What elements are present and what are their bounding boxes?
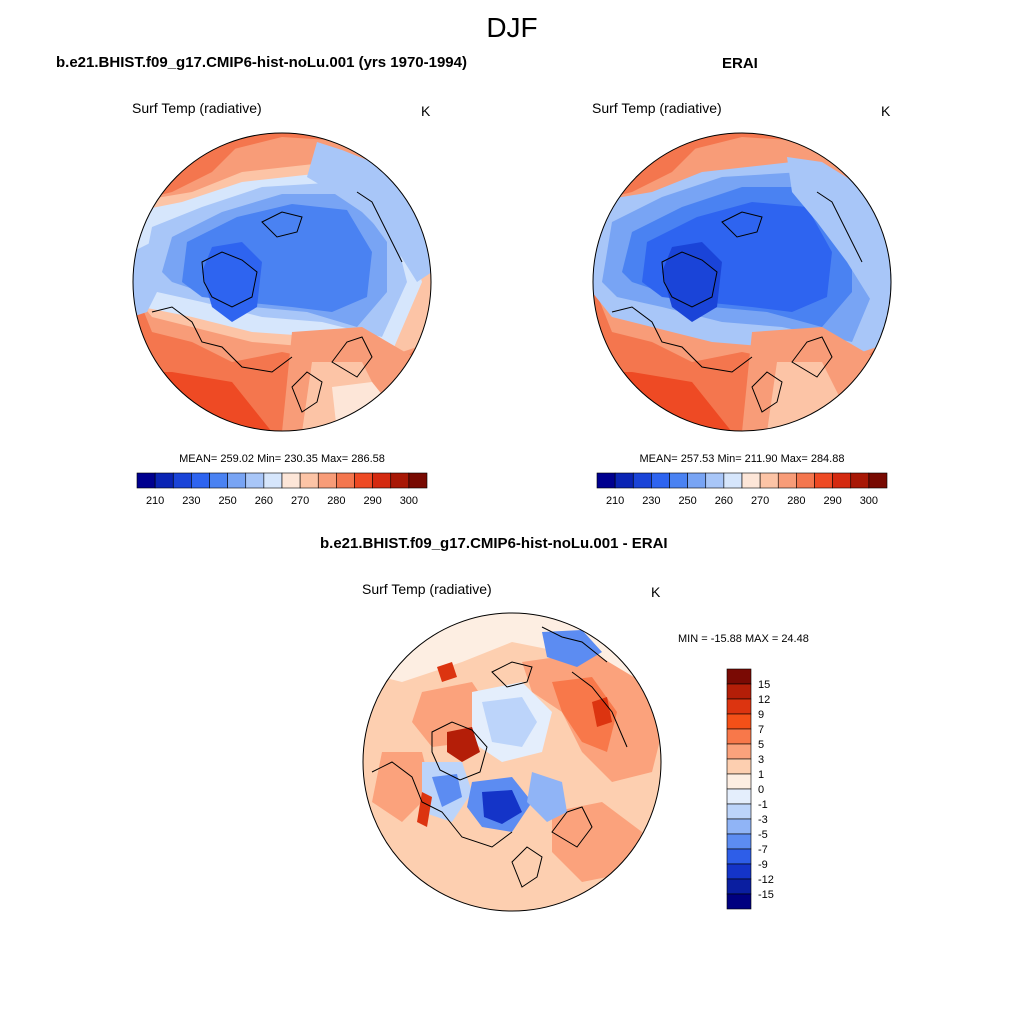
- panel-2-colorbar-tick-label: 250: [678, 495, 696, 507]
- panel-1-colorbar-tick-label: 270: [291, 495, 309, 507]
- panel-2-stats: MEAN= 257.53 Min= 211.90 Max= 284.88: [639, 453, 845, 465]
- panel-2-colorbar-tick-label: 300: [860, 495, 878, 507]
- panel-3-colorbar-swatch: [726, 893, 752, 910]
- panel-3-colorbar-tick-label: -15: [758, 889, 774, 901]
- panel-3-colorbar-swatch: [726, 863, 752, 880]
- panel-1-colorbar: 210 230 250 260 270 280 290 300: [136, 472, 428, 507]
- panel-2-colorbar-tick-label: 290: [823, 495, 841, 507]
- panel-3-colorbar-tick-label: -9: [758, 859, 768, 871]
- panel-1-colorbar-tick-label: 280: [327, 495, 345, 507]
- panel-2-colorbar-swatch: [777, 472, 797, 489]
- panel-2-colorbar-tick-label: 270: [751, 495, 769, 507]
- panel-2-colorbar-swatch: [759, 472, 779, 489]
- panel-3-polar-map: [362, 612, 662, 912]
- panel-3-colorbar-tick-label: 9: [758, 709, 764, 721]
- panel-2-colorbar-swatch: [669, 472, 688, 489]
- panel-3-colorbar-swatch: [726, 803, 752, 820]
- panel-2-colorbar-swatch: [796, 472, 815, 489]
- panel-2-colorbar-swatch: [814, 472, 833, 489]
- panel-1-colorbar-swatch: [317, 472, 337, 489]
- panel-1-variable: Surf Temp (radiative): [132, 100, 262, 116]
- panel-2-colorbar-swatch: [705, 472, 725, 489]
- panel-3-colorbar-tick-label: 0: [758, 784, 764, 796]
- panel-3-colorbar-swatch: [726, 848, 752, 865]
- figure-title: DJF: [486, 12, 538, 43]
- panel-2-colorbar: 210 230 250 260 270 280 290 300: [596, 472, 888, 507]
- panel-3-colorbar-tick-label: 7: [758, 724, 764, 736]
- panel-3-colorbar-swatch: [726, 878, 752, 895]
- panel-1-colorbar-swatch: [245, 472, 265, 489]
- panel-2-colorbar-swatch: [651, 472, 670, 489]
- panel-3-colorbar-swatch: [726, 773, 752, 790]
- panel-2-title: ERAI: [722, 55, 758, 72]
- panel-3-colorbar-tick-label: 15: [758, 679, 770, 691]
- panel-1-colorbar-swatch: [336, 472, 355, 489]
- panel-1-colorbar-tick-label: 300: [400, 495, 418, 507]
- panel-1-colorbar-tick-label: 290: [363, 495, 381, 507]
- panel-2-polar-map: [592, 132, 892, 432]
- panel-3-colorbar-tick-label: -1: [758, 799, 768, 811]
- panel-3-variable: Surf Temp (radiative): [362, 581, 492, 597]
- panel-2-colorbar-tick-label: 260: [715, 495, 733, 507]
- panel-1-units: K: [421, 103, 431, 119]
- panel-2-colorbar-swatch: [723, 472, 743, 489]
- panel-3-colorbar-tick-label: -3: [758, 814, 768, 826]
- panel-1-polar-map: [132, 132, 432, 432]
- panel-1-colorbar-swatch: [209, 472, 228, 489]
- panel-1-colorbar-swatch: [136, 472, 156, 489]
- panel-1-colorbar-swatch: [408, 472, 428, 489]
- panel-3-colorbar-tick-label: 1: [758, 769, 764, 781]
- panel-1-colorbar-swatch: [390, 472, 410, 489]
- panel-3-colorbar-swatch: [726, 698, 752, 715]
- panel-2-colorbar-swatch: [632, 472, 652, 489]
- panel-3-colorbar-swatch: [726, 728, 752, 745]
- panel-2-colorbar-tick-label: 280: [787, 495, 805, 507]
- panel-1-colorbar-swatch: [372, 472, 392, 489]
- panel-2-colorbar-tick-label: 230: [642, 495, 660, 507]
- panel-3-colorbar-tick-label: -5: [758, 829, 768, 841]
- panel-1-colorbar-swatch: [281, 472, 301, 489]
- panel-1-colorbar-tick-label: 210: [146, 495, 164, 507]
- panel-3-stats: MIN = -15.88 MAX = 24.48: [678, 633, 809, 645]
- panel-3-colorbar: 15 12 9 7 5 3 1 0 -1 -3 -5 -7 -9 -12 -15: [726, 668, 774, 910]
- panel-2-variable: Surf Temp (radiative): [592, 100, 722, 116]
- panel-2-colorbar-swatch: [614, 472, 634, 489]
- panel-1-colorbar-swatch: [354, 472, 373, 489]
- panel-2-colorbar-swatch: [832, 472, 852, 489]
- panel-1-colorbar-tick-label: 260: [255, 495, 273, 507]
- panel-2-colorbar-swatch: [687, 472, 707, 489]
- panel-3-title: b.e21.BHIST.f09_g17.CMIP6-hist-noLu.001 …: [320, 535, 668, 552]
- panel-3-colorbar-tick-label: -7: [758, 844, 768, 856]
- panel-2-colorbar-swatch: [850, 472, 870, 489]
- panel-1-colorbar-swatch: [299, 472, 319, 489]
- panel-1-colorbar-swatch: [191, 472, 210, 489]
- panel-3-colorbar-swatch: [726, 833, 752, 850]
- panel-3-colorbar-tick-label: 3: [758, 754, 764, 766]
- panel-3-colorbar-swatch: [726, 788, 752, 805]
- panel-1-stats: MEAN= 259.02 Min= 230.35 Max= 286.58: [179, 453, 385, 465]
- panel-3-colorbar-swatch: [726, 818, 752, 835]
- panel-3-colorbar-tick-label: -12: [758, 874, 774, 886]
- panel-3-colorbar-swatch: [726, 743, 752, 760]
- panel-3-colorbar-tick-label: 12: [758, 694, 770, 706]
- panel-1-colorbar-tick-label: 250: [218, 495, 236, 507]
- panel-2-colorbar-swatch: [868, 472, 888, 489]
- panel-1-colorbar-swatch: [154, 472, 174, 489]
- panel-3-colorbar-swatch: [726, 758, 752, 775]
- panel-2-units: K: [881, 103, 891, 119]
- panel-3-units: K: [651, 584, 661, 600]
- panel-1-colorbar-swatch: [227, 472, 247, 489]
- panel-1-colorbar-swatch: [172, 472, 192, 489]
- panel-3-colorbar-swatch: [726, 683, 752, 700]
- panel-2-colorbar-swatch: [596, 472, 616, 489]
- panel-1-colorbar-swatch: [263, 472, 283, 489]
- panel-2-colorbar-swatch: [741, 472, 761, 489]
- panel-1-colorbar-tick-label: 230: [182, 495, 200, 507]
- panel-3-colorbar-swatch: [726, 713, 752, 730]
- panel-3-colorbar-swatch: [726, 668, 752, 685]
- panel-3-colorbar-tick-label: 5: [758, 739, 764, 751]
- panel-2-colorbar-tick-label: 210: [606, 495, 624, 507]
- panel-1-title: b.e21.BHIST.f09_g17.CMIP6-hist-noLu.001 …: [56, 54, 467, 71]
